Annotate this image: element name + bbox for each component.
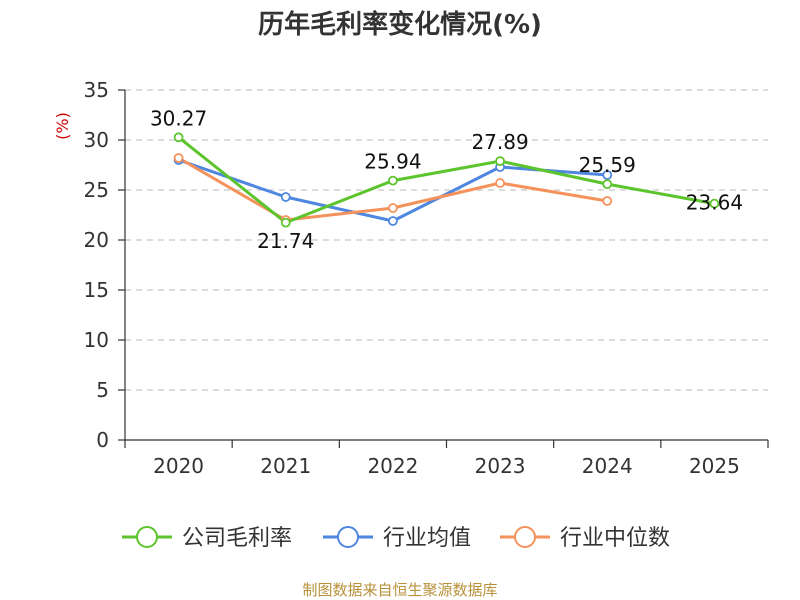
legend-label-0: 公司毛利率 — [182, 526, 292, 551]
y-tick-label-20: 20 — [84, 228, 109, 252]
data-label-2022: 25.94 — [364, 150, 421, 174]
legend-label-2: 行业中位数 — [560, 526, 670, 551]
series-2-point-2024 — [602, 196, 613, 206]
series-0-point-2023 — [495, 156, 505, 167]
data-labels: 30.27 21.74 25.94 27.89 25.59 23.64 — [150, 106, 743, 253]
data-label-2025: 23.64 — [686, 191, 743, 215]
legend-marker-1 — [337, 526, 359, 548]
x-tick-label-2023: 2023 — [475, 454, 526, 478]
series-0-point-2022 — [388, 175, 398, 186]
y-tick-label-10: 10 — [84, 328, 109, 352]
data-label-2020: 30.27 — [150, 106, 207, 130]
series-lines — [177, 136, 715, 225]
y-tick-label-25: 25 — [84, 178, 109, 202]
legend[interactable]: 公司毛利率 行业均值 行业中位数 — [122, 526, 670, 551]
legend-label-1: 行业均值 — [383, 526, 471, 551]
x-tick-label-2021: 2021 — [260, 454, 311, 478]
y-tick-label-35: 35 — [84, 78, 109, 102]
series-0-point-2020 — [173, 132, 184, 143]
legend-item-2[interactable]: 行业中位数 — [500, 526, 670, 551]
data-label-2021: 21.74 — [257, 229, 314, 253]
x-tick-label-2022: 2022 — [367, 454, 418, 478]
series-2-point-2020 — [173, 153, 184, 163]
y-tick-label-30: 30 — [84, 128, 109, 152]
series-0-point-2024 — [602, 179, 613, 190]
legend-marker-0 — [136, 526, 158, 548]
series-line-0 — [177, 136, 715, 225]
x-tick-label-2024: 2024 — [582, 454, 633, 478]
series-2-point-2023 — [495, 178, 505, 188]
x-tick-label-2025: 2025 — [689, 454, 740, 478]
legend-item-1[interactable]: 行业均值 — [323, 526, 471, 551]
series-0-point-2021 — [280, 217, 291, 228]
series-points — [173, 132, 720, 228]
series-2-point-2022 — [388, 203, 398, 213]
y-axis-label: (%) — [53, 112, 72, 140]
data-source-note: 制图数据来自恒生聚源数据库 — [302, 581, 497, 599]
y-tick-label-15: 15 — [84, 278, 109, 302]
legend-marker-2 — [514, 526, 536, 548]
series-1-point-2021 — [280, 192, 291, 202]
data-label-2023: 27.89 — [471, 130, 528, 154]
x-tick-label-2020: 2020 — [153, 454, 204, 478]
data-label-2024: 25.59 — [579, 153, 636, 177]
grid-lines — [125, 89, 768, 391]
series-0-point-2025 — [709, 198, 720, 209]
series-1-point-2022 — [388, 216, 398, 226]
series-1-point-2024 — [602, 170, 613, 180]
legend-item-0[interactable]: 公司毛利率 — [122, 526, 292, 551]
y-tick-label-0: 0 — [96, 428, 109, 452]
chart-title: 历年毛利率变化情况(%) — [258, 9, 542, 40]
y-tick-label-5: 5 — [96, 378, 109, 402]
